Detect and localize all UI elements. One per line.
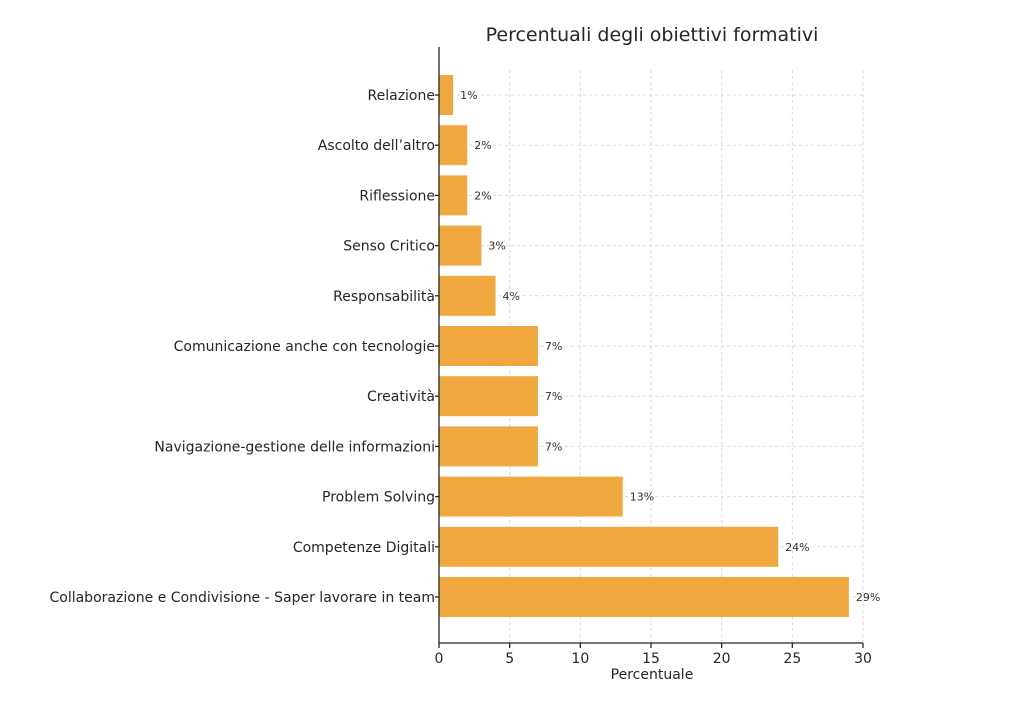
data-label: 7% — [545, 440, 562, 453]
bar — [439, 577, 849, 617]
chart-title: Percentuali degli obiettivi formativi — [486, 24, 819, 46]
bar — [439, 476, 623, 517]
bar — [439, 125, 468, 166]
data-label: 7% — [545, 390, 562, 403]
x-axis-title: Percentuale — [611, 667, 694, 683]
x-tick-label: 0 — [435, 651, 444, 667]
data-label: 2% — [474, 139, 491, 152]
data-label: 24% — [785, 541, 809, 554]
category-label: Competenze Digitali — [293, 540, 435, 556]
data-label: 2% — [474, 189, 491, 202]
x-tick-label: 15 — [642, 651, 660, 667]
bar — [439, 225, 482, 266]
category-label: Ascolto dell’altro — [318, 138, 435, 154]
category-label: Relazione — [368, 88, 435, 104]
category-labels: Relazione Ascolto dell’altro Riflessione Se… — [49, 88, 435, 606]
category-label: Navigazione-gestione delle informazioni — [154, 439, 435, 455]
data-label: 7% — [545, 340, 562, 353]
data-label: 13% — [630, 491, 654, 504]
bar — [439, 75, 454, 115]
data-labels: 1% 2% 2% 3% 4% 7% 7% 7% 13% 24% 29% — [460, 89, 880, 604]
bar — [439, 426, 538, 467]
category-label: Creatività — [367, 389, 435, 405]
data-label: 4% — [503, 290, 520, 303]
bar — [439, 175, 468, 216]
category-label: Comunicazione anche con tecnologie — [174, 339, 435, 355]
category-label: Riflessione — [359, 188, 435, 204]
category-label: Responsabilità — [333, 289, 435, 305]
data-label: 3% — [488, 240, 505, 253]
x-tick-labels: 0 5 10 15 20 25 30 — [435, 94, 872, 667]
x-tick-label: 5 — [505, 651, 514, 667]
bar — [439, 376, 538, 417]
x-tick-label: 25 — [783, 651, 801, 667]
x-tick-label: 20 — [713, 651, 731, 667]
bar — [439, 526, 779, 567]
category-label: Problem Solving — [322, 490, 435, 506]
bar — [439, 275, 496, 316]
bars — [439, 75, 849, 617]
data-label: 29% — [856, 591, 880, 604]
category-label: Collaborazione e Condivisione - Saper la… — [49, 590, 435, 606]
x-tick-label: 10 — [571, 651, 589, 667]
x-tick-label: 30 — [854, 651, 872, 667]
bar — [439, 326, 538, 366]
data-label: 1% — [460, 89, 477, 102]
category-label: Senso Critico — [343, 239, 435, 255]
